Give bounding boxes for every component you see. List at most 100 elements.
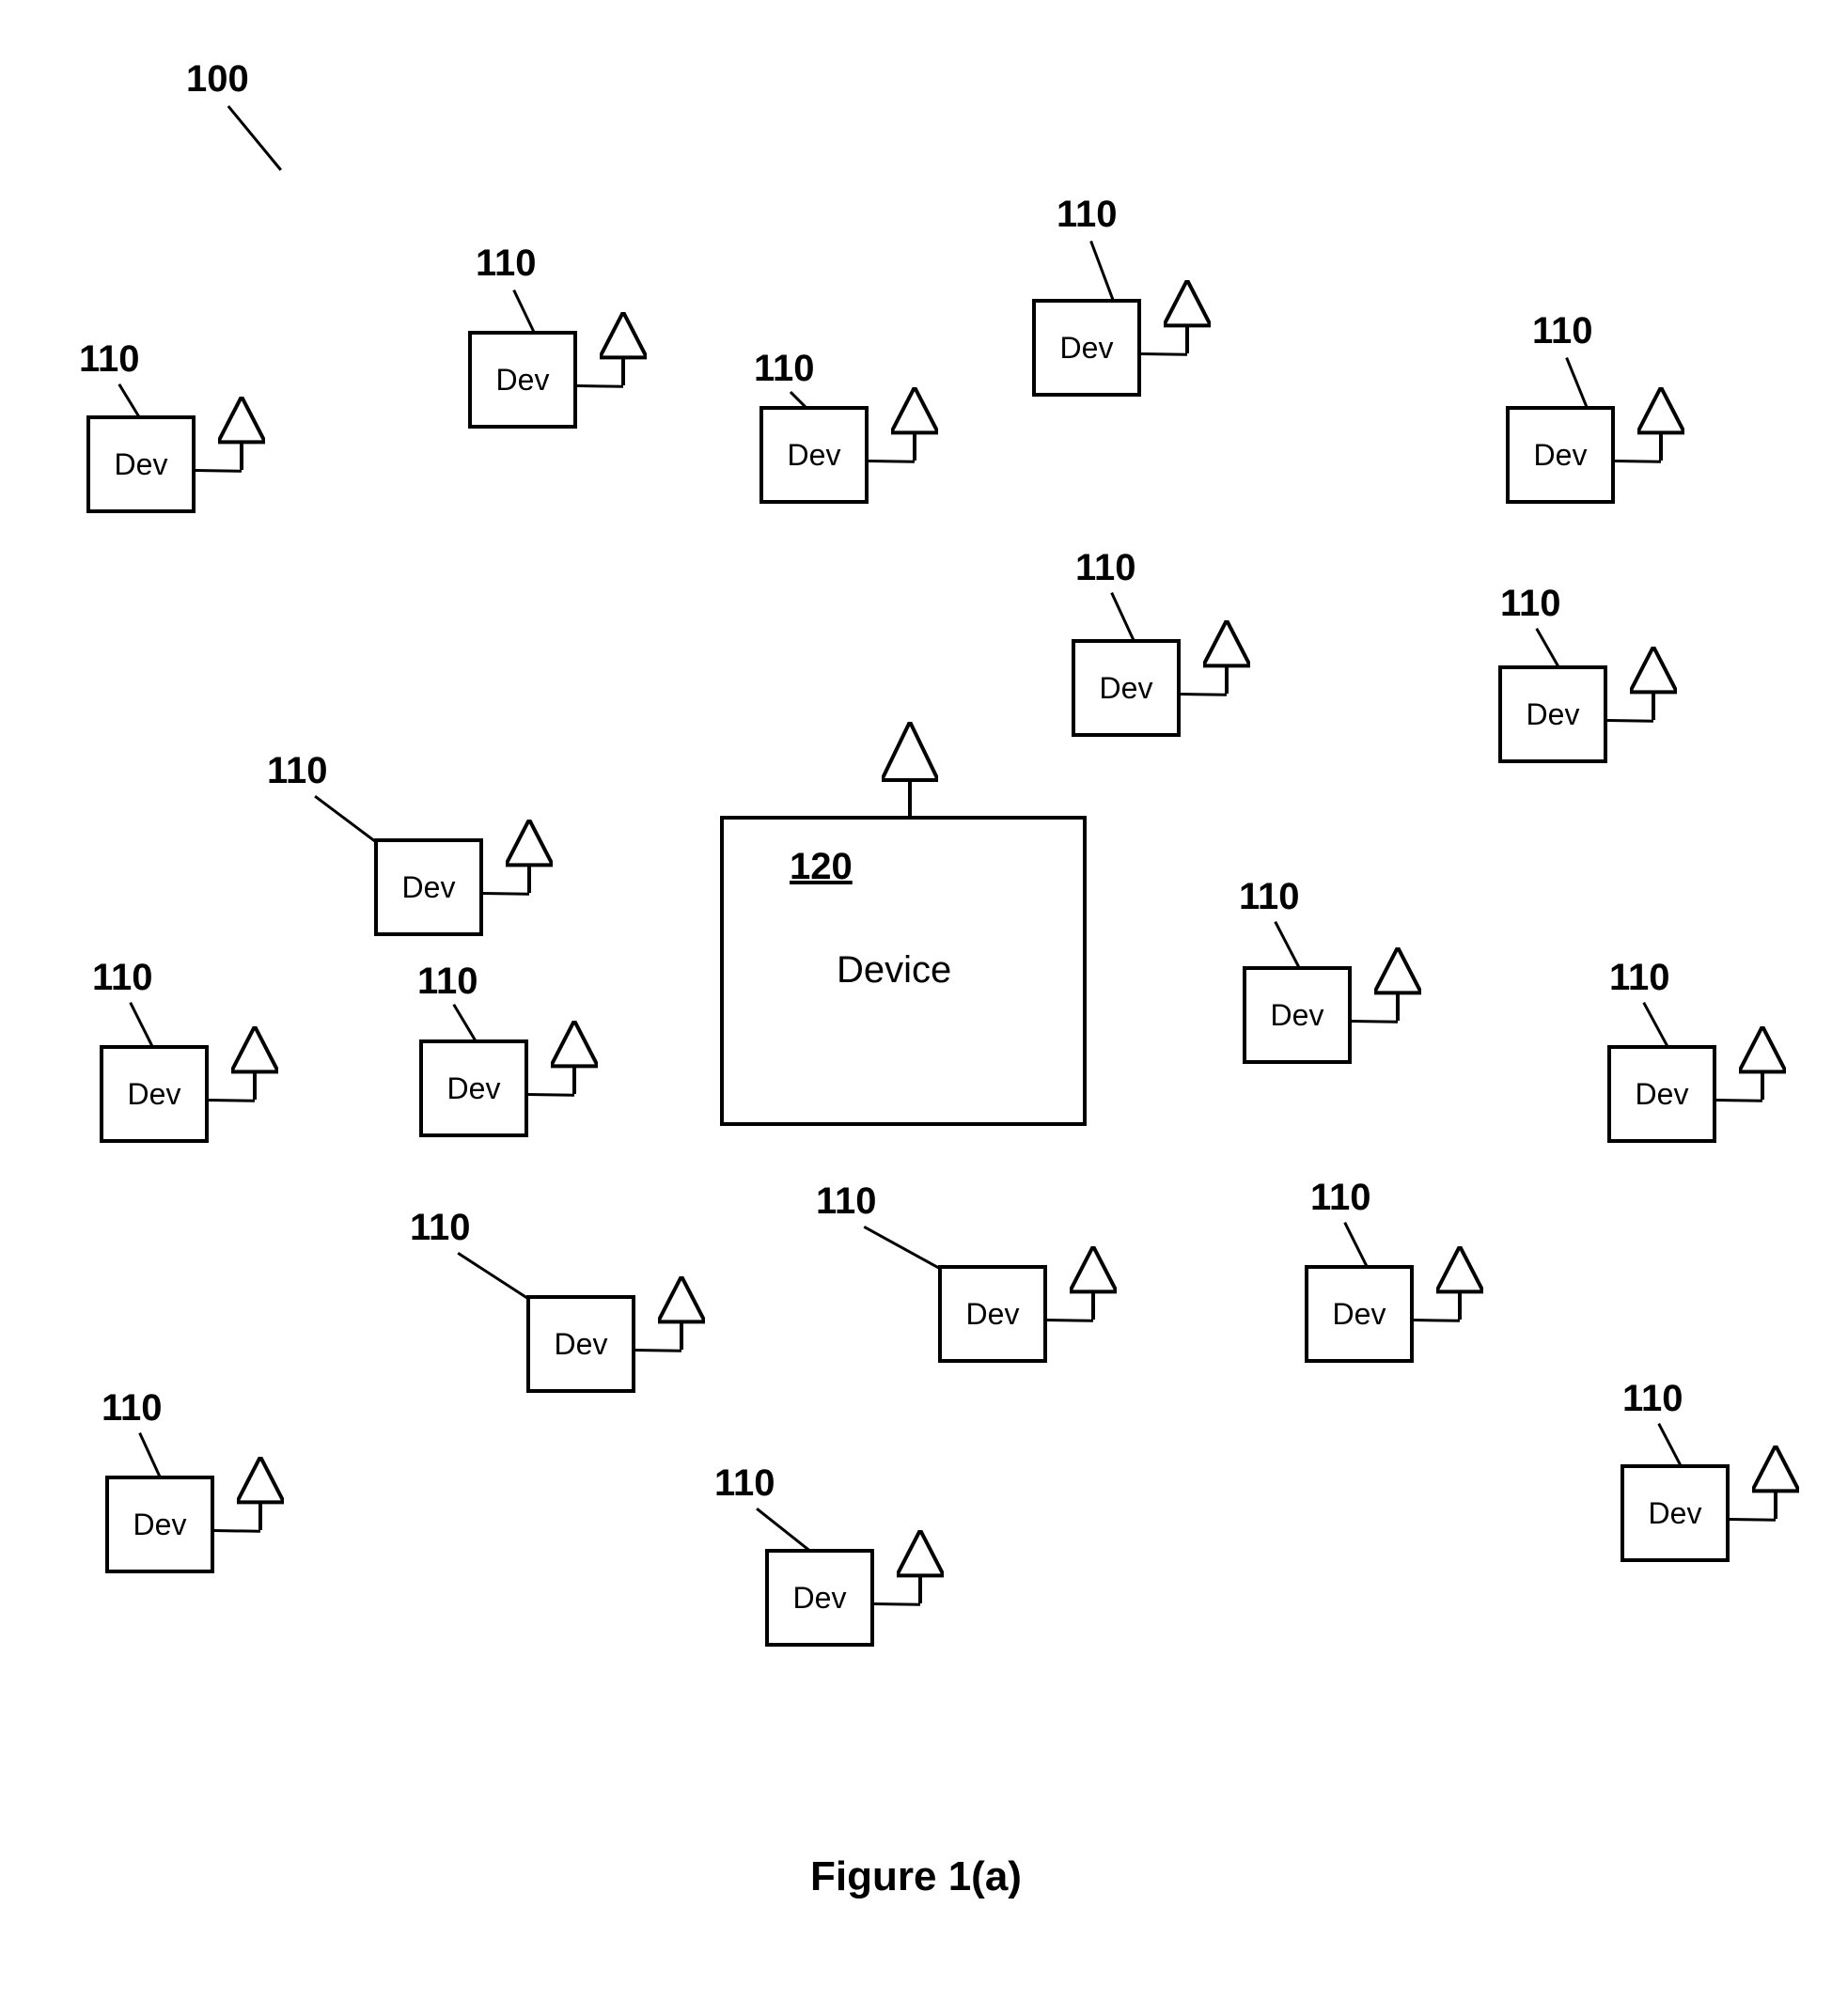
dev-3-box: Dev [759,406,869,504]
dev-11-box: Dev [419,1039,528,1137]
dev-5-ref-label: 110 [1532,310,1593,352]
dev-2-antenna-icon [600,312,647,385]
dev-15-antenna-icon [1436,1246,1483,1320]
dev-11-antenna-connector [528,1093,574,1097]
dev-11-box-label: Dev [447,1071,501,1106]
dev-8-box: Dev [374,838,483,936]
dev-10-antenna-icon [231,1026,278,1100]
dev-16-lead-line [138,1432,162,1478]
dev-18-antenna-connector [874,1602,920,1606]
dev-3-antenna-icon [891,387,938,461]
dev-4-ref-label: 110 [1057,194,1118,236]
dev-5-antenna-connector [1615,460,1661,463]
diagram-canvas: 100 120 Device 110 Dev 110 Dev 110 Dev 110 Dev 110 D… [0,0,1832,2016]
dev-16-box-label: Dev [133,1508,187,1542]
dev-5-antenna-icon [1637,387,1684,461]
dev-2-antenna-connector [577,384,623,388]
dev-17-antenna-connector [1730,1518,1776,1522]
dev-1-lead-line [117,383,141,419]
dev-6-antenna-icon [1203,620,1250,694]
dev-17-lead-line [1657,1423,1683,1467]
dev-13-box-label: Dev [555,1327,608,1362]
dev-1-antenna-icon [218,397,265,470]
dev-9-antenna-connector [1352,1020,1398,1024]
dev-7-ref-label: 110 [1500,583,1561,625]
dev-10-box: Dev [100,1045,209,1143]
dev-18-antenna-icon [897,1530,944,1603]
dev-13-antenna-icon [658,1276,705,1350]
dev-1-box: Dev [86,415,196,513]
dev-14-antenna-connector [1047,1319,1093,1322]
dev-14-antenna-icon [1070,1246,1117,1320]
dev-3-box-label: Dev [788,438,841,473]
dev-10-antenna-connector [209,1099,255,1102]
dev-7-antenna-icon [1630,647,1677,720]
dev-14-lead-line [864,1226,940,1270]
dev-6-box: Dev [1072,639,1181,737]
dev-9-ref-label: 110 [1239,876,1300,918]
central-device-text: Device [837,949,951,992]
central-ref-label: 120 [790,846,853,888]
dev-6-lead-line [1110,592,1135,642]
dev-1-ref-label: 110 [79,338,140,381]
dev-18-lead-line [756,1508,812,1553]
dev-9-antenna-icon [1374,947,1421,1021]
dev-12-antenna-icon [1739,1026,1786,1100]
dev-17-box: Dev [1621,1464,1730,1562]
dev-16-box: Dev [105,1476,214,1573]
dev-15-box: Dev [1305,1265,1414,1363]
dev-2-lead-line [512,289,536,334]
dev-8-lead-line [314,795,376,842]
dev-14-ref-label: 110 [816,1180,877,1223]
dev-13-lead-line [457,1252,528,1300]
dev-1-box-label: Dev [115,447,168,482]
dev-12-antenna-connector [1716,1099,1762,1102]
dev-10-lead-line [129,1002,154,1048]
dev-16-antenna-connector [214,1529,260,1533]
dev-8-box-label: Dev [402,870,456,905]
dev-11-ref-label: 110 [417,961,478,1003]
dev-6-antenna-connector [1181,693,1227,696]
dev-3-antenna-connector [869,460,915,463]
figure-ref-label: 100 [186,58,249,101]
dev-11-lead-line [452,1004,478,1043]
dev-4-box-label: Dev [1060,331,1114,366]
dev-12-ref-label: 110 [1609,957,1670,999]
dev-10-box-label: Dev [128,1077,181,1112]
dev-16-antenna-icon [237,1457,284,1530]
dev-18-box-label: Dev [793,1581,847,1616]
dev-4-antenna-icon [1164,280,1211,353]
dev-15-ref-label: 110 [1310,1177,1371,1219]
dev-8-ref-label: 110 [267,750,328,792]
dev-12-box-label: Dev [1636,1077,1689,1112]
dev-13-antenna-connector [635,1349,681,1352]
dev-13-ref-label: 110 [410,1207,471,1249]
figure-ref-lead [227,105,282,171]
dev-9-lead-line [1274,921,1301,969]
dev-4-box: Dev [1032,299,1141,397]
dev-8-antenna-connector [483,892,529,896]
dev-2-box-label: Dev [496,363,550,398]
dev-15-lead-line [1343,1222,1369,1268]
dev-17-antenna-icon [1752,1446,1799,1519]
dev-6-box-label: Dev [1100,671,1153,706]
dev-12-box: Dev [1607,1045,1716,1143]
dev-18-box: Dev [765,1549,874,1647]
dev-7-lead-line [1535,628,1560,668]
dev-17-ref-label: 110 [1622,1378,1683,1420]
dev-5-box-label: Dev [1534,438,1588,473]
dev-6-ref-label: 110 [1075,547,1136,589]
dev-8-antenna-icon [506,820,553,893]
dev-4-lead-line [1089,241,1115,302]
dev-1-antenna-connector [196,469,242,473]
dev-11-antenna-icon [551,1021,598,1094]
dev-12-lead-line [1642,1002,1669,1048]
figure-caption: Figure 1(a) [0,1853,1832,1900]
dev-9-box-label: Dev [1271,998,1324,1033]
dev-4-antenna-connector [1141,352,1187,356]
dev-14-box-label: Dev [966,1297,1020,1332]
dev-18-ref-label: 110 [714,1462,775,1505]
dev-15-antenna-connector [1414,1319,1460,1322]
dev-7-box-label: Dev [1527,697,1580,732]
dev-16-ref-label: 110 [102,1387,163,1430]
